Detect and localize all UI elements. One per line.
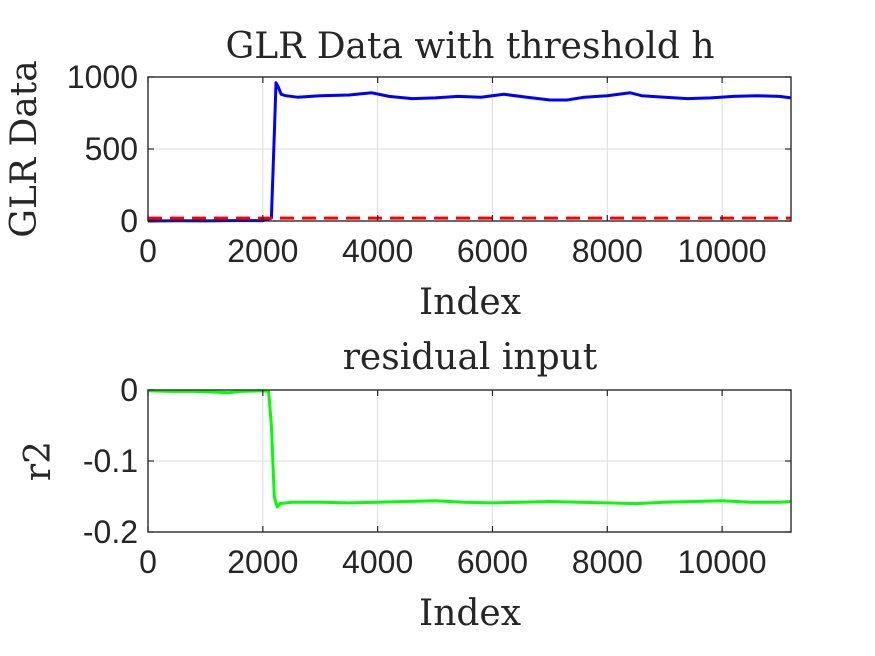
x-tick-label: 0	[139, 233, 157, 269]
y-tick-label: 1000	[67, 59, 138, 95]
glr-ticks: 0 2000 4000 6000 8000 10000 0 500 1000	[67, 59, 791, 269]
residual-y-axis-label: r2	[18, 441, 59, 481]
series-line-0	[147, 81, 792, 223]
x-tick-label: 10000	[678, 544, 767, 580]
x-tick-label: 6000	[457, 544, 528, 580]
y-tick-label: 500	[85, 131, 138, 167]
residual-chart-title: residual input	[343, 337, 598, 378]
x-tick-label: 2000	[227, 544, 298, 580]
y-tick-label: 0	[120, 372, 138, 408]
y-tick-label: -0.1	[83, 443, 138, 479]
x-tick-label: 4000	[342, 544, 413, 580]
x-tick-label: 8000	[572, 544, 643, 580]
series-line-0	[147, 389, 792, 509]
residual-x-axis-label: Index	[419, 593, 521, 634]
residual-chart: residual input 0 2000 4000 6000 8000 10000 -0.…	[18, 337, 792, 634]
x-tick-label: 8000	[572, 233, 643, 269]
x-tick-label: 6000	[457, 233, 528, 269]
glr-chart-title: GLR Data with threshold h	[225, 26, 714, 67]
x-tick-label: 4000	[342, 233, 413, 269]
glr-series	[147, 81, 792, 223]
x-tick-label: 0	[139, 544, 157, 580]
glr-y-axis-label: GLR Data	[4, 60, 45, 237]
residual-series	[147, 389, 792, 509]
x-tick-label: 10000	[678, 233, 767, 269]
y-tick-label: -0.2	[83, 514, 138, 550]
glr-x-axis-label: Index	[419, 282, 521, 323]
y-tick-label: 0	[120, 203, 138, 239]
residual-ticks: 0 2000 4000 6000 8000 10000 -0.2 -0.1 0	[83, 372, 791, 580]
x-tick-label: 2000	[227, 233, 298, 269]
glr-chart: GLR Data with threshold h 0 2000 4000 6000 8…	[4, 26, 792, 323]
